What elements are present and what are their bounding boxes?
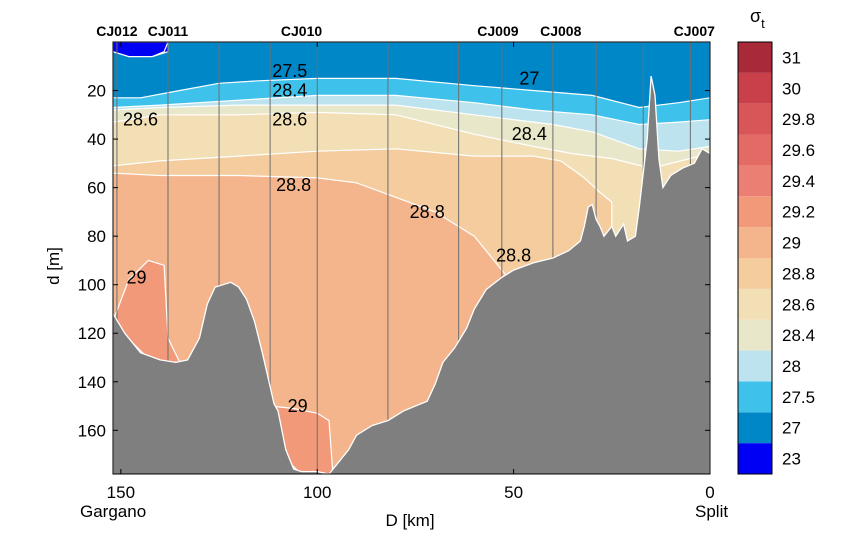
colorbar-swatch bbox=[738, 227, 772, 258]
x-end-label-left: Gargano bbox=[80, 502, 146, 521]
colorbar-tick-label: 28 bbox=[782, 357, 801, 376]
contour-label: 28.8 bbox=[496, 246, 531, 266]
plot-area bbox=[113, 42, 710, 474]
y-tick-label: 160 bbox=[78, 421, 106, 440]
station-label: CJ009 bbox=[477, 23, 518, 39]
colorbar-frame bbox=[737, 41, 773, 475]
plot-frame bbox=[112, 41, 711, 475]
y-tick-label: 120 bbox=[78, 324, 106, 343]
colorbar-tick-label: 29.6 bbox=[782, 141, 815, 160]
station-label: CJ012 bbox=[96, 23, 137, 39]
colorbar-swatch bbox=[738, 288, 772, 320]
x-end-label-right: Split bbox=[695, 502, 728, 521]
colorbar-title: σt bbox=[750, 6, 765, 31]
station-label: CJ010 bbox=[281, 23, 322, 39]
colorbar-title-sub: t bbox=[761, 16, 765, 31]
colorbar-swatch bbox=[738, 443, 772, 474]
y-axis-label: d [m] bbox=[44, 247, 63, 285]
y-tick-label: 80 bbox=[87, 227, 106, 246]
colorbar-tick-label: 23 bbox=[782, 450, 801, 469]
colorbar-tick-label: 31 bbox=[782, 48, 801, 67]
colorbar-tick-label: 29.2 bbox=[782, 203, 815, 222]
x-tick-label: 50 bbox=[504, 483, 523, 502]
colorbar-swatch bbox=[738, 72, 772, 104]
colorbar: 23 27 27.5 28 28.4 28.6 28.8 29 29.2 29.4 29.6 29.8… bbox=[737, 41, 815, 475]
station-label: CJ011 bbox=[148, 23, 189, 39]
colorbar-title-main: σ bbox=[750, 6, 761, 26]
seafloor bbox=[113, 75, 710, 474]
station-label: CJ007 bbox=[674, 23, 715, 39]
colorbar-tick-label: 30 bbox=[782, 79, 801, 98]
contour-label: 28.8 bbox=[276, 175, 311, 195]
colorbar-swatch bbox=[738, 381, 772, 413]
contour-label: 28.6 bbox=[123, 110, 158, 130]
contour-label: 28.6 bbox=[272, 110, 307, 130]
station-labels: CJ012 CJ011 CJ010 CJ009 CJ008 CJ007 bbox=[96, 23, 715, 39]
x-axis-label: D [km] bbox=[385, 511, 434, 530]
bathymetry bbox=[113, 75, 710, 474]
contour-label: 27 bbox=[519, 68, 539, 88]
contour-labels: 27.5 27 28.4 28.6 28.6 28.4 28.8 28.8 28.8 29 29 bbox=[123, 61, 547, 416]
x-tick-label: 0 bbox=[705, 483, 714, 502]
colorbar-tick-label: 29 bbox=[782, 234, 801, 253]
y-tick-label: 100 bbox=[78, 276, 106, 295]
colorbar-swatch bbox=[738, 42, 772, 73]
y-tick-label: 60 bbox=[87, 179, 106, 198]
contour-label: 29 bbox=[288, 396, 308, 416]
contour-label: 28.4 bbox=[512, 124, 547, 144]
x-tick-label: 150 bbox=[107, 483, 135, 502]
colorbar-tick-label: 27.5 bbox=[782, 388, 815, 407]
colorbar-tick-label: 27 bbox=[782, 419, 801, 438]
colorbar-swatch bbox=[738, 196, 772, 228]
colorbar-swatch bbox=[738, 165, 772, 197]
contour-label: 28.4 bbox=[272, 81, 307, 101]
y-axis-ticks: 20 40 60 80 100 120 140 160 bbox=[78, 82, 710, 440]
station-label: CJ008 bbox=[540, 23, 581, 39]
colorbar-tick-label: 29.8 bbox=[782, 110, 815, 129]
y-tick-label: 140 bbox=[78, 373, 106, 392]
colorbar-tick-label: 29.4 bbox=[782, 172, 815, 191]
colorbar-swatch bbox=[738, 258, 772, 289]
y-tick-label: 20 bbox=[87, 82, 106, 101]
colorbar-swatch bbox=[738, 350, 772, 382]
colorbar-tick-label: 28.4 bbox=[782, 326, 815, 345]
y-tick-label: 40 bbox=[87, 130, 106, 149]
x-tick-label: 100 bbox=[303, 483, 331, 502]
colorbar-swatch bbox=[738, 412, 772, 444]
colorbar-swatch bbox=[738, 103, 772, 135]
colorbar-swatch bbox=[738, 319, 772, 351]
x-axis-ticks: 150 100 50 0 bbox=[107, 42, 715, 502]
contour-label: 28.8 bbox=[410, 202, 445, 222]
contour-label: 29 bbox=[127, 267, 147, 287]
contour-label: 27.5 bbox=[272, 61, 307, 81]
colorbar-tick-label: 28.6 bbox=[782, 295, 815, 314]
colorbar-swatch bbox=[738, 134, 772, 166]
colorbar-tick-label: 28.8 bbox=[782, 264, 815, 283]
